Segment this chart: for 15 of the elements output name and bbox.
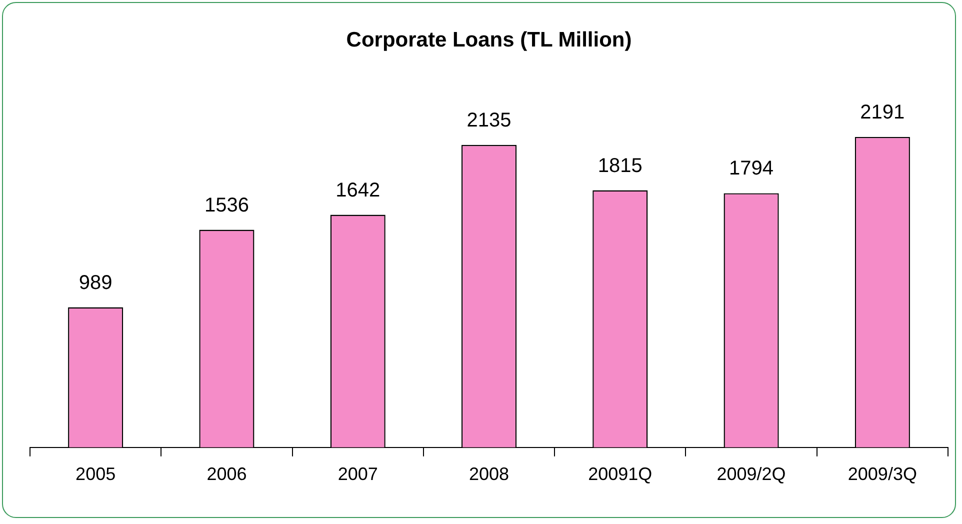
data-label: 989: [78, 272, 112, 294]
chart-title: Corporate Loans (TL Million): [346, 28, 632, 52]
x-tick-label: 2009/3Q: [848, 464, 917, 484]
x-tick-label: 2006: [206, 464, 247, 484]
x-tick-label: 20091Q: [588, 464, 652, 484]
data-label: 1536: [204, 194, 249, 216]
data-label: 1815: [598, 154, 642, 177]
data-label: 1642: [336, 179, 380, 202]
x-tick-label: 2007: [338, 464, 378, 484]
data-label: 2135: [466, 109, 512, 132]
x-tick-label: 2009/2Q: [716, 464, 786, 484]
data-label: 2191: [860, 101, 905, 124]
x-tick-label: 2005: [76, 464, 116, 484]
x-tick-label: 2008: [468, 464, 510, 484]
data-label: 1794: [729, 158, 774, 180]
